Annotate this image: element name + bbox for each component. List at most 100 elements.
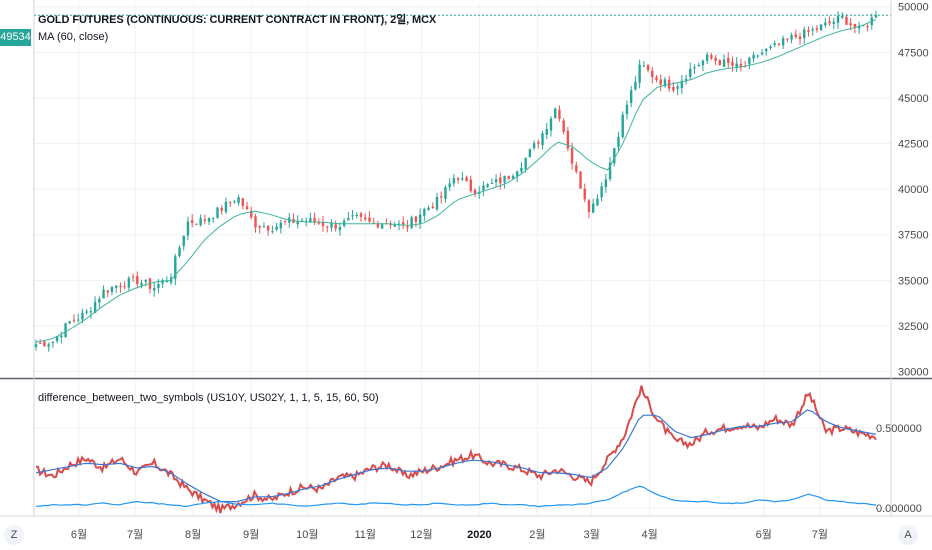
candle-body — [651, 70, 654, 78]
candle-body — [448, 183, 451, 188]
candle-body — [174, 256, 177, 279]
time-tick-label: 7월 — [127, 528, 143, 541]
candle-body — [372, 222, 375, 224]
auto-scale-button[interactable]: A — [898, 525, 918, 545]
candle-body — [364, 217, 367, 220]
candle-body — [549, 118, 553, 131]
candle-body — [431, 206, 434, 208]
candle-body — [110, 286, 114, 292]
candle-body — [106, 290, 109, 293]
candle-body — [777, 43, 781, 45]
candle-body — [47, 344, 50, 347]
candle-body — [326, 226, 329, 228]
candle-body — [663, 79, 667, 87]
ma-line — [35, 19, 877, 343]
pane-frame — [0, 0, 932, 517]
candle-body — [710, 55, 713, 59]
indicator-legend[interactable]: difference_between_two_symbols (US10Y, U… — [38, 392, 379, 404]
candle-body — [553, 108, 557, 118]
candle-body — [406, 226, 409, 228]
candle-body — [853, 23, 857, 28]
candle-body — [727, 57, 730, 63]
candle-body — [271, 231, 274, 233]
candle-body — [748, 57, 751, 65]
price-pane-grid — [34, 4, 891, 377]
candle-body — [499, 177, 502, 184]
candle-body — [359, 213, 363, 217]
candle-body — [224, 201, 228, 212]
candle-body — [537, 141, 540, 144]
candle-body — [435, 197, 439, 210]
candle-body — [701, 60, 705, 66]
candle-body — [676, 86, 679, 89]
timezone-button[interactable]: Z — [4, 525, 24, 545]
candle-body — [469, 179, 472, 192]
candle-body — [279, 222, 283, 229]
candle-body — [769, 46, 772, 48]
candle-body — [380, 224, 384, 229]
price-tick-label: 40000 — [898, 184, 929, 196]
time-tick-label: 3월 — [584, 528, 600, 541]
candle-body — [418, 214, 422, 224]
candle-body — [689, 68, 692, 77]
indicator-tick-label: 0.500000 — [876, 423, 922, 435]
candle-body — [123, 286, 126, 288]
candle-body — [266, 225, 270, 231]
candle-body — [465, 177, 468, 182]
candle-body — [376, 223, 380, 228]
candle-body — [558, 109, 561, 119]
candle-body — [815, 28, 819, 30]
candle-body — [731, 61, 734, 66]
candle-body — [321, 222, 325, 227]
candle-body — [456, 178, 460, 181]
time-axis[interactable]: 6월 7월 8월 9월 10월 11월 12월 2020 2월 3월 4월 6월 7월 — [71, 528, 828, 541]
candle-body — [258, 226, 261, 228]
candle-body — [334, 224, 337, 229]
candle-body — [410, 217, 413, 228]
symbol-title[interactable]: GOLD FUTURES (CONTINUOUS: CURRENT CONTRA… — [38, 14, 437, 26]
candle-body — [849, 23, 852, 26]
candle-body — [254, 216, 257, 228]
candle-body — [845, 16, 848, 25]
candle-body — [511, 175, 515, 179]
indicator-axis[interactable]: 0.000000 0.500000 — [876, 423, 922, 515]
candle-body — [241, 198, 245, 206]
price-tick-label: 50000 — [898, 2, 929, 14]
candle-body — [34, 344, 38, 347]
candle-body — [528, 149, 532, 158]
candle-body — [473, 190, 477, 195]
candle-body — [115, 285, 118, 288]
candle-body — [836, 16, 840, 23]
candle-body — [220, 207, 223, 211]
candle-body — [705, 54, 709, 61]
candle-body — [228, 201, 232, 203]
candle-body — [824, 22, 827, 26]
candle-body — [207, 218, 211, 222]
candle-body — [203, 219, 207, 221]
candle-body — [245, 206, 249, 210]
diff-average-line — [35, 409, 877, 503]
candle-body — [591, 203, 595, 213]
candle-body — [393, 224, 396, 227]
candle-body — [596, 198, 599, 206]
diff-volatility-line — [36, 485, 877, 508]
candle-body — [752, 54, 755, 59]
candle-body — [368, 217, 371, 222]
candle-body — [338, 227, 342, 231]
price-tick-label: 32500 — [898, 321, 929, 333]
candle-body — [72, 319, 76, 321]
ma-legend[interactable]: MA (60, close) — [38, 31, 109, 43]
candle-body — [486, 184, 489, 187]
candle-body — [714, 57, 717, 61]
candle-body — [803, 29, 806, 39]
candle-body — [794, 34, 797, 38]
price-axis[interactable]: 30000 32500 35000 37500 40000 42500 45000 47500… — [898, 2, 929, 379]
candle-body — [423, 208, 426, 216]
candle-body — [68, 321, 71, 324]
candle-body — [144, 280, 147, 282]
candle-body — [161, 280, 164, 284]
indicator-tick-label: 0.000000 — [876, 503, 922, 515]
candle-body — [516, 171, 519, 177]
last-price-tag: 49534 — [0, 29, 31, 46]
